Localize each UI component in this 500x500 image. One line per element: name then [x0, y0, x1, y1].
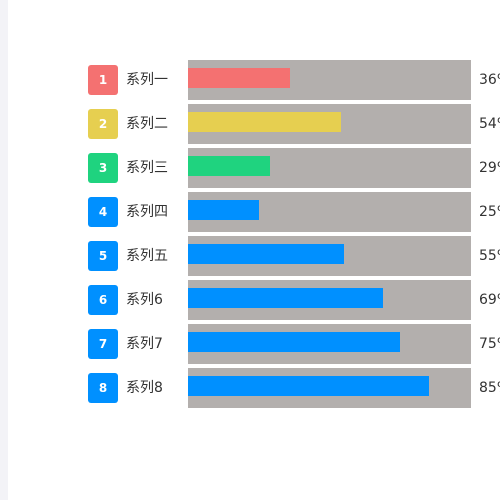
- bar-row: 8 系列8 85%: [0, 368, 500, 408]
- value-label: 69%: [479, 292, 500, 308]
- bar: [188, 244, 344, 264]
- bar-row: 2 系列二 54%: [0, 104, 500, 144]
- rank-badge: 5: [88, 241, 118, 271]
- bar: [188, 112, 341, 132]
- bar: [188, 288, 383, 308]
- bar-row: 3 系列三 29%: [0, 148, 500, 188]
- value-label: 85%: [479, 380, 500, 396]
- category-label: 系列五: [126, 248, 168, 264]
- bar-track: [188, 236, 471, 276]
- value-label: 36%: [479, 72, 500, 88]
- bar: [188, 200, 259, 220]
- bar: [188, 376, 429, 396]
- bar: [188, 332, 400, 352]
- category-label: 系列6: [126, 292, 163, 308]
- category-label: 系列二: [126, 116, 168, 132]
- rank-badge: 4: [88, 197, 118, 227]
- bar-row: 4 系列四 25%: [0, 192, 500, 232]
- category-label: 系列7: [126, 336, 163, 352]
- bar-track: [188, 192, 471, 232]
- value-label: 75%: [479, 336, 500, 352]
- value-label: 54%: [479, 116, 500, 132]
- value-label: 29%: [479, 160, 500, 176]
- value-label: 25%: [479, 204, 500, 220]
- bar-track: [188, 324, 471, 364]
- rank-badge: 6: [88, 285, 118, 315]
- rank-badge: 2: [88, 109, 118, 139]
- bar: [188, 68, 290, 88]
- bar-row: 5 系列五 55%: [0, 236, 500, 276]
- bar-track: [188, 368, 471, 408]
- bar-track: [188, 60, 471, 100]
- bar-track: [188, 280, 471, 320]
- category-label: 系列一: [126, 72, 168, 88]
- rank-badge: 8: [88, 373, 118, 403]
- rank-badge: 7: [88, 329, 118, 359]
- bar-track: [188, 104, 471, 144]
- category-label: 系列8: [126, 380, 163, 396]
- bar-row: 1 系列一 36%: [0, 60, 500, 100]
- bar-track: [188, 148, 471, 188]
- bar-row: 7 系列7 75%: [0, 324, 500, 364]
- rank-badge: 3: [88, 153, 118, 183]
- category-label: 系列四: [126, 204, 168, 220]
- bar: [188, 156, 270, 176]
- value-label: 55%: [479, 248, 500, 264]
- category-label: 系列三: [126, 160, 168, 176]
- bar-row: 6 系列6 69%: [0, 280, 500, 320]
- rank-badge: 1: [88, 65, 118, 95]
